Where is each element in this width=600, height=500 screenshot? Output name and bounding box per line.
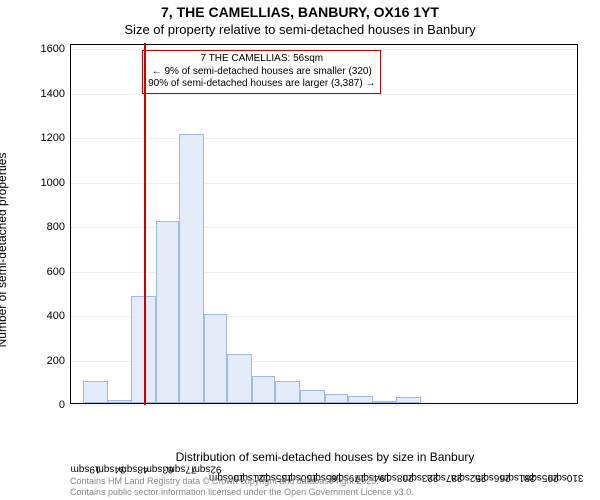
gridline [71,49,577,50]
gridline [71,183,577,184]
histogram-bar [275,381,300,403]
histogram-bar [156,221,179,403]
histogram-bar [373,401,396,403]
marker-line [144,43,146,405]
y-tick-label: 0 [59,399,71,411]
histogram-bar [348,396,373,403]
y-tick-label: 1000 [41,177,71,189]
y-tick-label: 1400 [41,88,71,100]
plot-area: 7 THE CAMELLIAS: 56sqm ← 9% of semi-deta… [70,44,578,404]
annotation-line3: 90% of semi-detached houses are larger (… [148,78,375,91]
histogram-bar [252,376,275,403]
chart-title: 7, THE CAMELLIAS, BANBURY, OX16 1YT [0,4,600,20]
annotation-line1: 7 THE CAMELLIAS: 56sqm [148,53,375,66]
gridline [71,138,577,139]
histogram-bar [227,354,252,403]
histogram-bar [300,390,325,403]
chart-subtitle: Size of property relative to semi-detach… [0,22,600,37]
y-axis-label: Number of semi-detached properties [0,153,9,348]
footer-attribution: Contains HM Land Registry data © Crown c… [70,476,414,499]
y-tick-label: 800 [47,221,71,233]
histogram-bar [83,381,108,403]
histogram-bar [396,397,421,403]
gridline [71,272,577,273]
y-tick-label: 600 [47,266,71,278]
x-axis-label: Distribution of semi-detached houses by … [70,450,580,464]
gridline [71,94,577,95]
annotation-box: 7 THE CAMELLIAS: 56sqm ← 9% of semi-deta… [142,50,381,94]
histogram-bar [179,134,204,403]
y-tick-label: 400 [47,310,71,322]
histogram-bar [325,394,348,403]
footer-line2: Contains public sector information licen… [70,487,414,498]
y-tick-label: 200 [47,355,71,367]
gridline [71,227,577,228]
footer-line1: Contains HM Land Registry data © Crown c… [70,476,414,487]
annotation-line2: ← 9% of semi-detached houses are smaller… [148,66,375,79]
y-tick-label: 1600 [41,43,71,55]
gridline [71,405,577,406]
histogram-bar [108,400,131,403]
histogram-bar [204,314,227,403]
y-tick-label: 1200 [41,132,71,144]
